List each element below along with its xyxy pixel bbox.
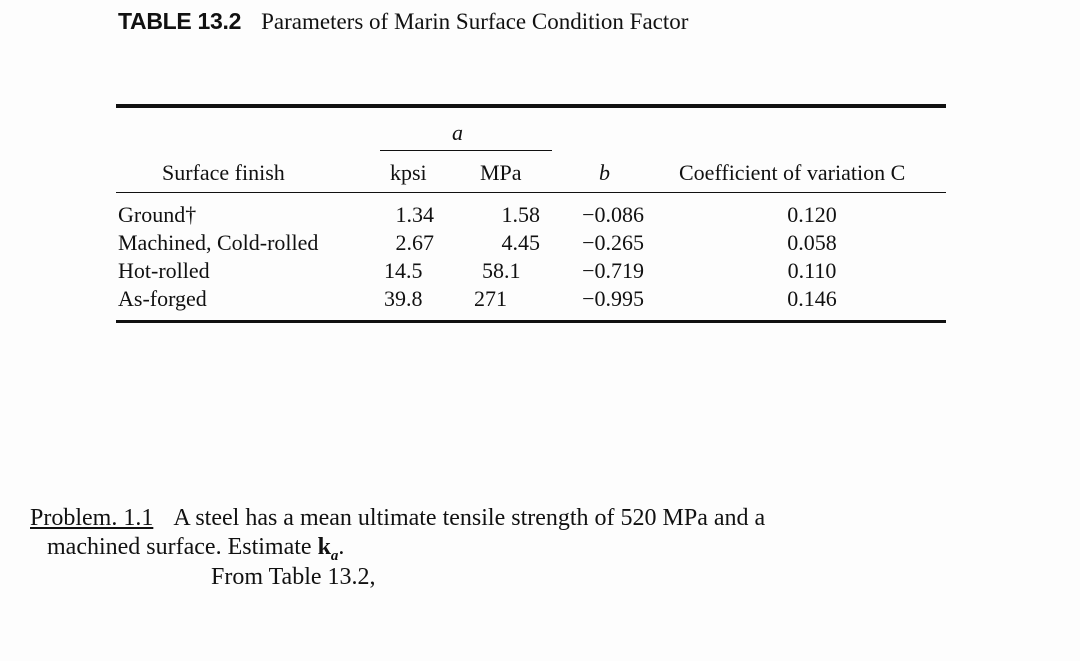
- row-2-kpsi: 2.67: [395, 230, 435, 255]
- problem-statement: A steel has a mean ultimate tensile stre…: [173, 505, 766, 531]
- row-3-cov: 0.110: [787, 258, 837, 283]
- row-1-finish: Ground†: [118, 202, 197, 227]
- row-1-cov: 0.120: [787, 202, 837, 227]
- row-1-b: −0.086: [582, 202, 644, 227]
- header-rule: [116, 192, 946, 193]
- row-2-mpa: 4.45: [501, 230, 541, 255]
- problem-label: Problem. 1.1: [30, 505, 154, 531]
- table-title: TABLE 13.2 Parameters of Marin Surface Co…: [118, 8, 688, 35]
- row-4-kpsi: 39.8: [384, 286, 423, 311]
- problem-line-2-text: machined surface. Estimate: [47, 534, 318, 560]
- table-caption: Parameters of Marin Surface Condition Fa…: [261, 9, 689, 34]
- problem-line-2: machined surface. Estimate ka.: [47, 534, 344, 565]
- ka-symbol: k: [317, 534, 331, 560]
- header-b: b: [599, 160, 610, 185]
- ka-subscript: a: [330, 547, 339, 564]
- table-label: TABLE 13.2: [118, 8, 242, 34]
- group-header-rule: [380, 150, 552, 151]
- row-1-kpsi: 1.34: [395, 202, 435, 227]
- row-3-mpa: 58.1: [482, 258, 521, 283]
- row-2-b: −0.265: [582, 230, 644, 255]
- row-2-cov: 0.058: [787, 230, 837, 255]
- row-4-mpa: 271: [474, 286, 507, 311]
- row-3-kpsi: 14.5: [384, 258, 423, 283]
- row-2-finish: Machined, Cold-rolled: [118, 230, 319, 255]
- row-3-finish: Hot-rolled: [118, 258, 210, 283]
- row-4-cov: 0.146: [787, 286, 837, 311]
- row-1-mpa: 1.58: [501, 202, 541, 227]
- row-4-finish: As-forged: [118, 286, 207, 311]
- row-3-b: −0.719: [582, 258, 644, 283]
- row-4-b: −0.995: [582, 286, 644, 311]
- header-mpa: MPa: [480, 160, 522, 185]
- problem-line-2-end: .: [338, 534, 345, 560]
- problem-line-1: Problem. 1.1 A steel has a mean ultimate …: [30, 505, 765, 532]
- top-rule: [116, 104, 946, 108]
- bottom-rule: [116, 320, 946, 323]
- problem-line-3: From Table 13.2,: [211, 564, 376, 590]
- header-coefficient-of-variation: Coefficient of variation C: [679, 160, 906, 185]
- header-surface-finish: Surface finish: [162, 160, 285, 185]
- header-kpsi: kpsi: [390, 160, 427, 185]
- group-header-a: a: [452, 120, 463, 145]
